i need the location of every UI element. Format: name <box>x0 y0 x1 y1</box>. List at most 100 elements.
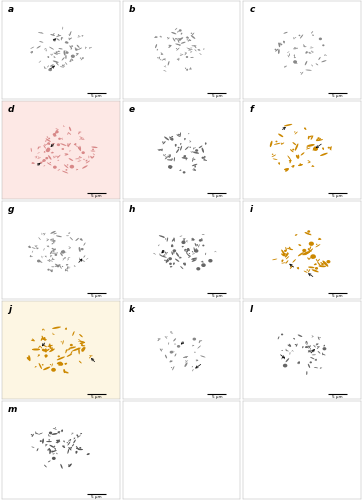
Ellipse shape <box>299 34 300 36</box>
Ellipse shape <box>169 262 172 265</box>
Ellipse shape <box>290 266 294 267</box>
Ellipse shape <box>293 60 297 64</box>
Ellipse shape <box>322 354 326 356</box>
Ellipse shape <box>77 449 83 450</box>
Ellipse shape <box>40 162 42 164</box>
Text: 5 μm: 5 μm <box>91 194 101 198</box>
Ellipse shape <box>273 158 277 160</box>
Ellipse shape <box>283 357 285 360</box>
Ellipse shape <box>182 240 185 244</box>
Ellipse shape <box>175 144 177 146</box>
Ellipse shape <box>276 140 277 142</box>
Ellipse shape <box>294 338 295 339</box>
Ellipse shape <box>195 166 196 168</box>
Ellipse shape <box>182 246 184 248</box>
Ellipse shape <box>66 328 67 330</box>
Ellipse shape <box>171 138 173 140</box>
Ellipse shape <box>315 359 317 361</box>
Ellipse shape <box>297 267 299 270</box>
Ellipse shape <box>158 149 159 150</box>
Ellipse shape <box>57 432 60 434</box>
Ellipse shape <box>174 157 175 162</box>
Ellipse shape <box>172 250 176 252</box>
Text: l: l <box>249 305 252 314</box>
Ellipse shape <box>188 133 189 134</box>
Ellipse shape <box>323 345 325 346</box>
Ellipse shape <box>159 36 162 38</box>
Ellipse shape <box>191 151 192 152</box>
Ellipse shape <box>292 148 294 150</box>
Ellipse shape <box>57 453 58 454</box>
Ellipse shape <box>204 160 207 161</box>
Ellipse shape <box>67 258 69 260</box>
Ellipse shape <box>69 464 72 467</box>
Ellipse shape <box>186 69 188 70</box>
Ellipse shape <box>178 147 180 148</box>
Ellipse shape <box>316 244 317 245</box>
Ellipse shape <box>44 233 45 235</box>
Ellipse shape <box>293 37 294 40</box>
Ellipse shape <box>294 37 296 38</box>
Ellipse shape <box>278 49 280 54</box>
Ellipse shape <box>42 438 44 444</box>
Ellipse shape <box>302 251 310 255</box>
Ellipse shape <box>310 234 311 235</box>
Ellipse shape <box>310 348 311 349</box>
Ellipse shape <box>31 52 33 54</box>
Ellipse shape <box>170 139 172 140</box>
Ellipse shape <box>56 236 62 237</box>
Ellipse shape <box>192 164 197 166</box>
Ellipse shape <box>83 256 85 258</box>
Ellipse shape <box>42 338 47 340</box>
Ellipse shape <box>27 358 29 359</box>
Ellipse shape <box>186 252 189 256</box>
Ellipse shape <box>45 354 47 358</box>
Ellipse shape <box>42 159 46 162</box>
Ellipse shape <box>47 136 48 138</box>
Ellipse shape <box>68 442 70 446</box>
Ellipse shape <box>62 266 63 267</box>
Ellipse shape <box>79 447 81 448</box>
Ellipse shape <box>32 338 35 341</box>
Ellipse shape <box>318 259 320 262</box>
Ellipse shape <box>52 248 56 252</box>
Ellipse shape <box>289 246 291 250</box>
Ellipse shape <box>51 368 56 372</box>
Ellipse shape <box>173 338 176 342</box>
Ellipse shape <box>86 258 88 260</box>
Ellipse shape <box>54 241 56 242</box>
Ellipse shape <box>70 150 71 152</box>
Ellipse shape <box>293 48 297 50</box>
Ellipse shape <box>309 350 311 351</box>
Ellipse shape <box>52 334 55 335</box>
Ellipse shape <box>172 366 174 370</box>
Ellipse shape <box>272 154 273 155</box>
Ellipse shape <box>83 242 86 246</box>
Ellipse shape <box>306 342 308 345</box>
Ellipse shape <box>85 46 86 49</box>
Ellipse shape <box>47 56 49 58</box>
Ellipse shape <box>187 69 188 71</box>
Ellipse shape <box>65 41 69 43</box>
Ellipse shape <box>163 236 164 238</box>
Ellipse shape <box>274 143 281 145</box>
Text: k: k <box>129 305 134 314</box>
Ellipse shape <box>45 48 47 50</box>
Ellipse shape <box>76 448 79 449</box>
Ellipse shape <box>301 152 305 156</box>
Ellipse shape <box>82 138 84 139</box>
Ellipse shape <box>53 166 57 169</box>
Ellipse shape <box>163 154 164 156</box>
Ellipse shape <box>57 252 58 254</box>
Ellipse shape <box>309 246 311 250</box>
Ellipse shape <box>312 165 314 166</box>
Ellipse shape <box>308 350 310 352</box>
Ellipse shape <box>191 258 197 260</box>
Ellipse shape <box>78 48 82 50</box>
Ellipse shape <box>69 158 73 161</box>
Ellipse shape <box>71 46 73 47</box>
Ellipse shape <box>54 446 55 448</box>
Ellipse shape <box>54 57 56 58</box>
Ellipse shape <box>284 66 285 68</box>
Ellipse shape <box>158 339 160 341</box>
